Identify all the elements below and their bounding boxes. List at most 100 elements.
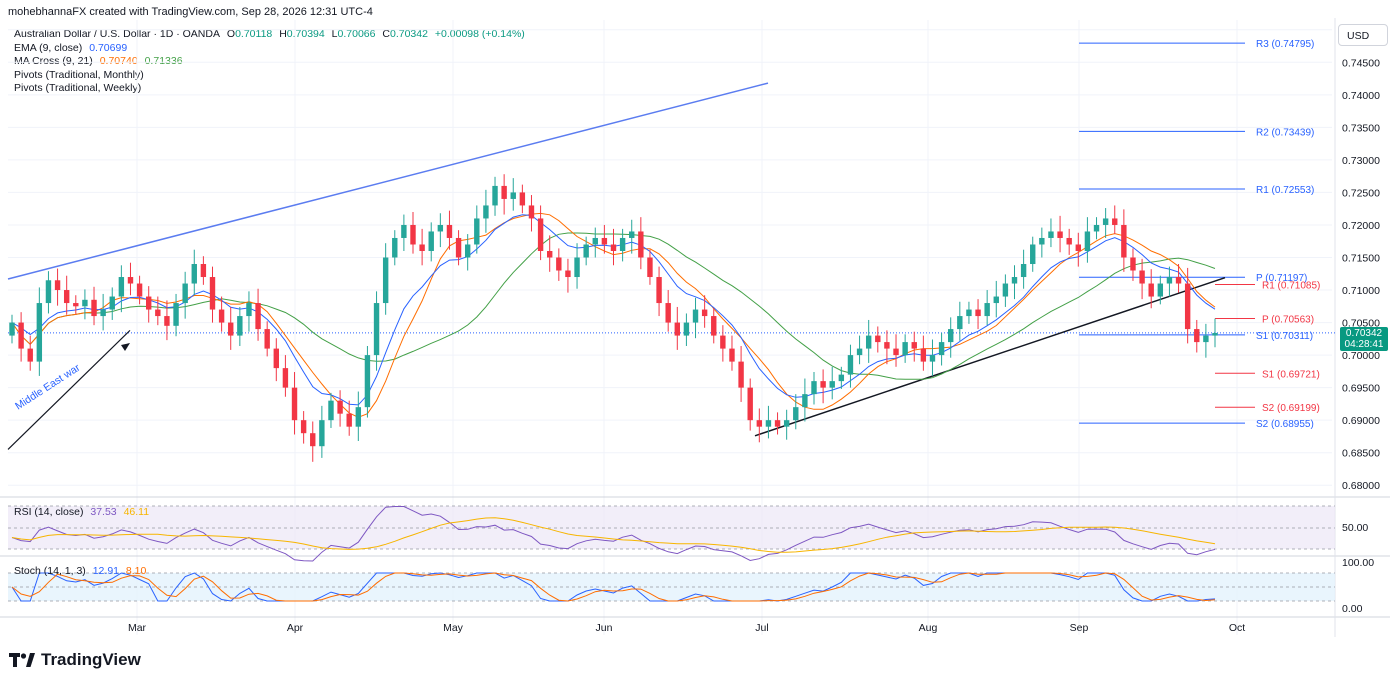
candle-body <box>428 231 434 251</box>
candle-body <box>966 309 972 317</box>
candle-body <box>100 309 106 317</box>
tradingview-logo-icon <box>9 653 35 667</box>
candle-body <box>45 280 52 304</box>
candle-body <box>1102 218 1109 225</box>
candle-body <box>401 224 407 238</box>
candle-body <box>574 257 580 278</box>
candle-body <box>838 374 845 382</box>
monthly-pivot-s1-label: S1 (0.70311) <box>1256 331 1313 342</box>
pivot-lines: R3 (0.74795) R2 (0.73439) R1 (0.72553) P (0… <box>8 39 1335 430</box>
monthly-pivot-r2-label: R2 (0.73439) <box>1256 127 1314 138</box>
candle-body <box>109 296 115 310</box>
weekly-pivot-s2-label: S2 (0.69199) <box>1262 403 1320 414</box>
candle-body <box>601 237 608 245</box>
candle-body <box>1130 257 1136 271</box>
candle-body <box>774 420 781 427</box>
candle-body <box>647 257 653 278</box>
y-tick-label: 0.72500 <box>1342 187 1380 199</box>
candle-body <box>255 303 261 330</box>
x-tick-label: Jun <box>596 622 613 634</box>
candle-body <box>893 348 899 356</box>
candle-body <box>1057 231 1063 238</box>
candle-body <box>200 264 207 278</box>
monthly-pivot-r1-label: R1 (0.72553) <box>1256 185 1314 196</box>
candle-body <box>911 342 917 349</box>
candle-body <box>683 322 690 336</box>
weekly-pivot-r1-label: R1 (0.71085) <box>1262 281 1320 292</box>
x-tick-label: Mar <box>128 622 147 634</box>
candle-body <box>565 270 571 278</box>
x-tick-label: Apr <box>287 622 304 634</box>
candle-body <box>674 322 680 336</box>
tradingview-logo[interactable]: TradingView <box>9 650 141 670</box>
candle-body <box>1166 277 1173 284</box>
candle-body <box>656 277 662 304</box>
candle-body <box>1175 277 1182 284</box>
ema-legend-row[interactable]: EMA (9, close) 0.70699 <box>14 41 128 54</box>
candle-body <box>1157 283 1164 297</box>
ohlc-close: C0.70342 <box>382 28 428 40</box>
candle-body <box>765 420 772 427</box>
y-tick-label: 0.72000 <box>1342 220 1380 232</box>
candle-body <box>237 316 243 336</box>
candle-body <box>310 433 316 447</box>
x-tick-label: Jul <box>755 622 768 634</box>
support-trendline <box>754 276 1226 437</box>
y-tick-label: 0.69500 <box>1342 383 1380 395</box>
rsi-value: 37.53 <box>90 506 117 518</box>
candle-body <box>528 205 535 219</box>
ma-cross-legend-row[interactable]: MA Cross (9, 21) 0.70740 0.71336 <box>14 55 183 67</box>
rsi-legend[interactable]: RSI (14, close) 37.53 46.11 <box>14 506 150 518</box>
candle-body <box>228 322 234 336</box>
candle-body <box>419 244 425 251</box>
candle-body <box>729 348 735 362</box>
middle-east-war-arrow-line <box>7 329 131 450</box>
y-tick-label: 0.69000 <box>1342 415 1380 427</box>
y-tick-label: 0.68000 <box>1342 480 1380 492</box>
x-tick-label: Sep <box>1070 622 1089 634</box>
monthly-pivot-s2-label: S2 (0.68955) <box>1256 419 1314 430</box>
rsi-line <box>11 506 1216 562</box>
stoch-legend[interactable]: Stoch (14, 1, 3) 12.91 8.10 <box>14 565 147 577</box>
candle-body <box>884 342 890 349</box>
candle-body <box>865 335 872 349</box>
candle-body <box>692 309 699 323</box>
y-tick-label: 0.68500 <box>1342 448 1380 460</box>
candle-body <box>1139 270 1145 284</box>
pivots-monthly-legend[interactable]: Pivots (Traditional, Monthly) <box>14 68 144 81</box>
candle-body <box>738 361 744 388</box>
candle-body <box>1112 218 1118 225</box>
candle-body <box>1084 231 1091 251</box>
arrow-head <box>121 343 130 351</box>
monthly-pivot-p-label: P (0.71197) <box>1256 273 1307 284</box>
y-tick-label: 0.70500 <box>1342 318 1380 330</box>
ema-value: 0.70699 <box>89 41 128 54</box>
candle-body <box>856 348 863 356</box>
candle-body <box>127 277 134 284</box>
trendlines[interactable] <box>7 82 1226 450</box>
candle-body <box>410 224 416 245</box>
candle-body <box>373 303 380 356</box>
chart-attribution: mohebhannaFX created with TradingView.co… <box>8 6 373 18</box>
candle-body <box>191 264 197 284</box>
candle-body <box>638 231 644 258</box>
candle-body <box>847 355 854 375</box>
candle-body <box>1121 224 1127 258</box>
candle-body <box>510 192 516 199</box>
candle-body <box>1030 244 1036 265</box>
candle-body <box>437 224 444 232</box>
ohlc-low: L0.70066 <box>331 28 376 40</box>
candle-body <box>720 335 726 349</box>
candle-body <box>1048 231 1054 238</box>
pivots-weekly-legend[interactable]: Pivots (Traditional, Weekly) <box>14 82 142 94</box>
candles <box>9 174 1218 462</box>
candle-body <box>556 257 562 271</box>
candle-body <box>1039 237 1045 245</box>
symbol-row[interactable]: Australian Dollar / U.S. Dollar · 1D · O… <box>14 28 529 42</box>
candle-body <box>701 309 708 317</box>
currency-button[interactable]: USD <box>1338 24 1388 46</box>
last-price-tag: 0.70342 04:28:41 <box>1340 327 1388 351</box>
candle-body <box>1066 237 1072 245</box>
stoch-d-line <box>11 572 1216 602</box>
